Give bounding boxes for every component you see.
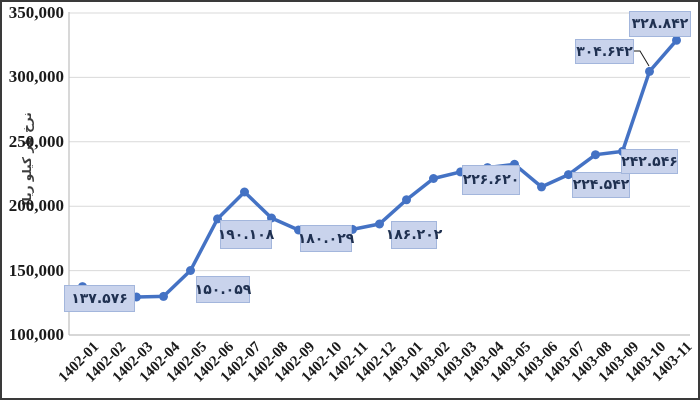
data-label: ۲۴۲.۵۴۶ [621, 149, 678, 174]
data-label: ۲۲۴.۵۴۲ [572, 172, 630, 198]
data-point-marker [645, 66, 654, 76]
y-tick-label: 350,000 [8, 3, 64, 22]
data-point-marker [402, 195, 411, 205]
data-label: ۳۲۸.۸۴۲ [629, 11, 691, 37]
data-point-marker [213, 214, 222, 224]
data-point-marker [564, 170, 573, 180]
y-tick-label: 150,000 [8, 260, 64, 280]
y-tick-label: 250,000 [8, 131, 64, 151]
data-label: ۱۸۰.۰۲۹ [298, 225, 354, 252]
data-point-marker [375, 219, 384, 229]
data-label: ۳۰۴.۶۴۲ [575, 39, 634, 64]
data-label: ۱۵۰.۰۵۹ [195, 276, 251, 303]
data-point-marker [537, 182, 546, 192]
data-label: ۱۳۷.۵۷۶ [64, 285, 135, 312]
y-tick-label: 300,000 [8, 67, 64, 87]
y-tick-label: 100,000 [8, 325, 64, 344]
data-point-marker [159, 291, 168, 301]
data-point-marker [591, 150, 600, 160]
data-label: ۱۹۰.۱۰۸ [218, 220, 274, 249]
data-point-marker [429, 174, 438, 183]
data-point-marker [672, 35, 681, 45]
trend-line [80, 38, 679, 300]
data-point-marker [240, 187, 249, 197]
y-tick-label: 200,000 [8, 196, 64, 216]
leader-line [634, 50, 650, 67]
y-axis-title: نرخ هر کیلو ریال [20, 112, 34, 212]
data-point-marker [186, 266, 195, 275]
data-label: ۲۲۶.۶۲۰ [462, 165, 520, 195]
data-label: ۱۸۶.۲۰۲ [386, 221, 442, 249]
